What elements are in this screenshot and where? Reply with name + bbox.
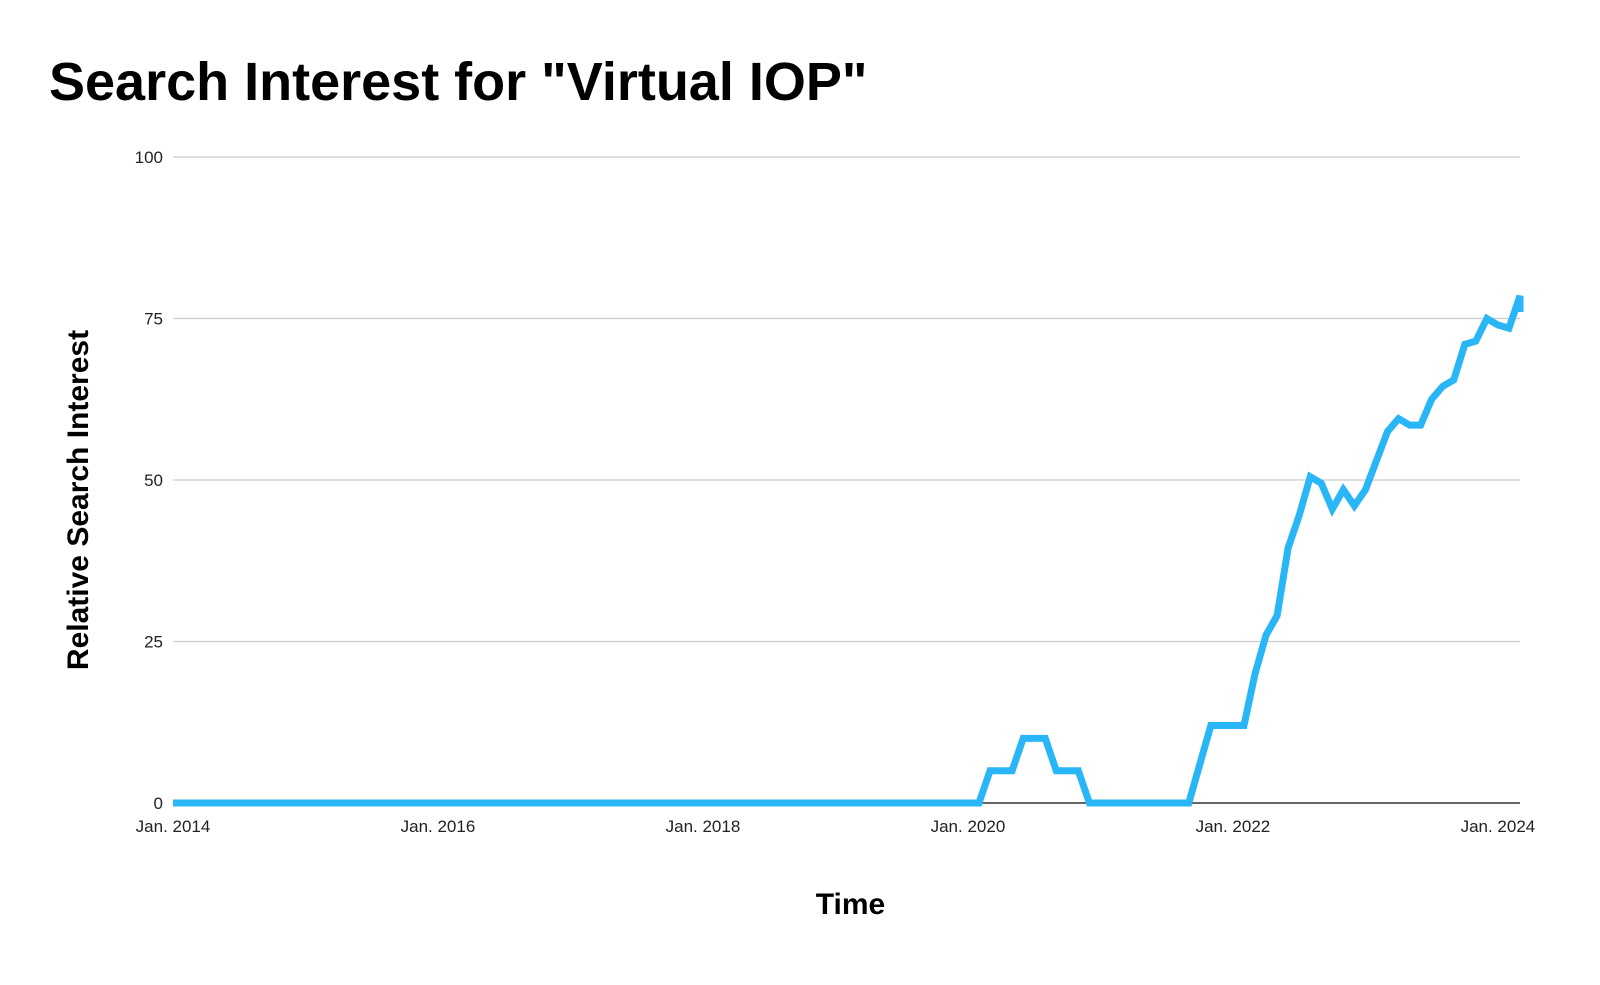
series-line-0 [173,294,1524,807]
x-tick-label-2: Jan. 2018 [666,817,741,836]
x-tick-label-1: Jan. 2016 [401,817,476,836]
x-tick-label-5: Jan. 2024 [1461,817,1536,836]
y-axis-ticks: 0 25 50 75 100 [135,148,163,813]
x-axis-title: Time [816,888,885,921]
x-tick-label-3: Jan. 2020 [931,817,1006,836]
y-tick-label-0: 0 [154,794,163,813]
x-tick-label-0: Jan. 2014 [136,817,211,836]
grid-lines [173,156,1520,643]
y-tick-label-25: 25 [144,633,163,652]
y-tick-label-50: 50 [144,471,163,490]
x-tick-label-4: Jan. 2022 [1196,817,1271,836]
x-axis-ticks: Jan. 2014 Jan. 2016 Jan. 2018 Jan. 2020 Jan.… [136,817,1536,836]
y-tick-label-75: 75 [144,310,163,329]
chart-title: Search Interest for "Virtual IOP" [49,52,868,112]
y-axis-title: Relative Search Interest [62,330,95,670]
y-tick-label-100: 100 [135,148,163,167]
series-layer [173,294,1524,807]
